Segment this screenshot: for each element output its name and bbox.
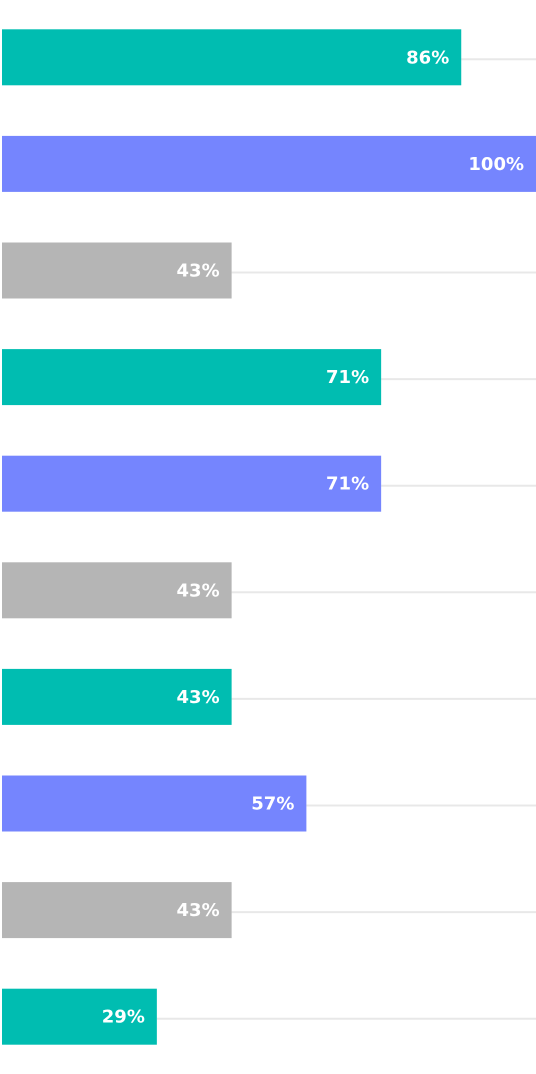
value-label: 100% xyxy=(468,154,524,175)
bar xyxy=(2,882,232,939)
bar xyxy=(2,775,307,832)
bar xyxy=(2,349,382,406)
bar xyxy=(2,668,232,725)
bar xyxy=(2,562,232,619)
bar xyxy=(2,29,462,86)
value-label: 43% xyxy=(177,580,220,601)
value-label: 86% xyxy=(406,47,449,68)
bar xyxy=(2,455,382,512)
value-label: 43% xyxy=(177,900,220,921)
bar xyxy=(2,242,232,299)
value-label: 29% xyxy=(102,1007,145,1028)
value-label: 71% xyxy=(326,474,369,495)
bar xyxy=(2,988,157,1045)
value-label: 57% xyxy=(251,794,294,815)
value-label: 43% xyxy=(177,687,220,708)
bar xyxy=(2,135,536,192)
value-label: 43% xyxy=(177,261,220,282)
value-label: 71% xyxy=(326,367,369,388)
